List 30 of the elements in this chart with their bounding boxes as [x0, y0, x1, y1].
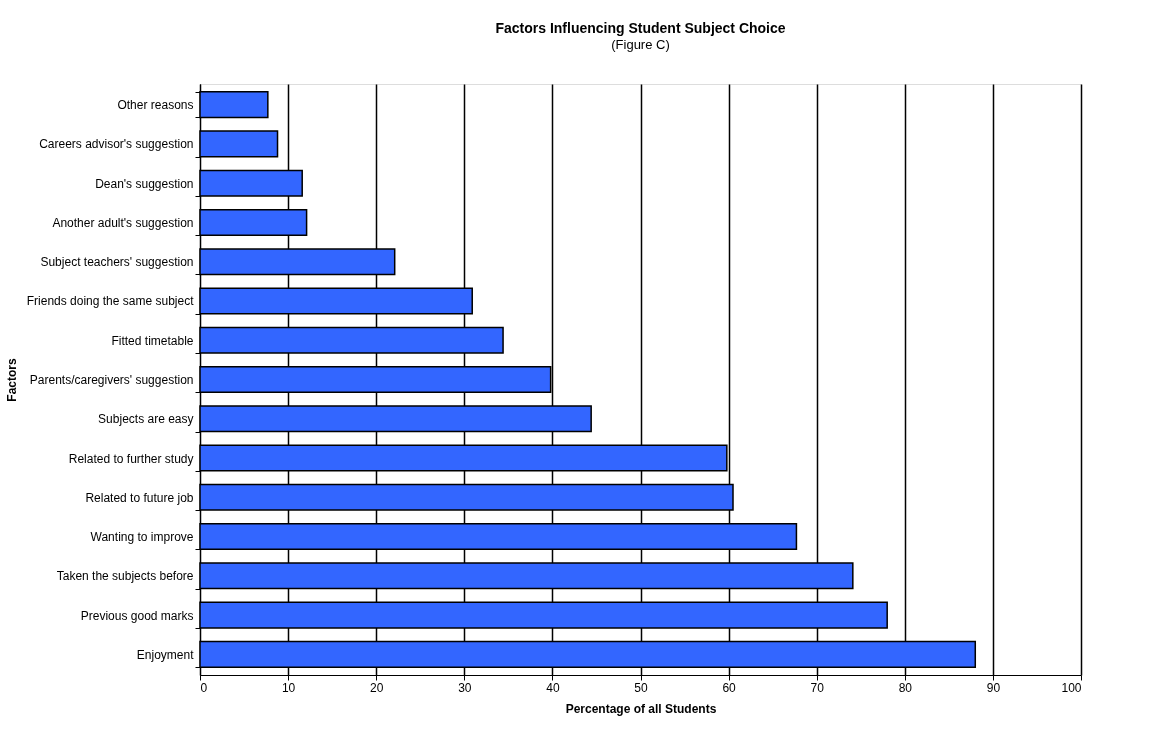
x-tick-label: 90	[986, 680, 1001, 695]
y-tick-label: Taken the subjects before	[56, 569, 194, 584]
y-tick-label: Another adult's suggestion	[52, 215, 194, 230]
x-tick-label: 50	[634, 680, 648, 695]
chart-title: Factors Influencing Student Subject Choice	[495, 20, 786, 36]
x-tick-label: 40	[546, 680, 560, 695]
x-tick-label: 60	[722, 680, 737, 695]
x-tick-label: 0	[200, 680, 208, 695]
y-axis-title: Factors	[4, 358, 19, 402]
y-tick-label: Enjoyment	[136, 647, 195, 662]
x-tick-label: 20	[370, 680, 384, 695]
y-tick-label: Careers advisor's suggestion	[39, 137, 194, 152]
x-tick-label: 70	[810, 680, 825, 695]
y-tick-label: Dean's suggestion	[95, 176, 194, 191]
y-tick-label: Friends doing the same subject	[26, 294, 195, 309]
y-tick-label: Related to further study	[68, 451, 194, 466]
y-tick-label: Previous good marks	[80, 608, 194, 623]
chart-subtitle: (Figure C)	[611, 37, 670, 52]
x-tick-label: 30	[458, 680, 472, 695]
y-tick-label: Fitted timetable	[111, 333, 194, 348]
y-tick-label: Parents/caregivers' suggestion	[29, 373, 194, 387]
y-tick-label: Related to future job	[85, 490, 194, 505]
y-tick-label: Other reasons	[117, 98, 194, 113]
y-tick-label: Subject teachers' suggestion	[40, 255, 194, 270]
x-tick-label: 100	[1061, 680, 1082, 695]
y-tick-label: Subjects are easy	[98, 412, 194, 427]
x-tick-label: 10	[281, 680, 296, 695]
x-axis-title: Percentage of all Students	[565, 701, 717, 716]
x-tick-label: 80	[898, 680, 913, 695]
y-tick-label: Wanting to improve	[90, 530, 194, 545]
